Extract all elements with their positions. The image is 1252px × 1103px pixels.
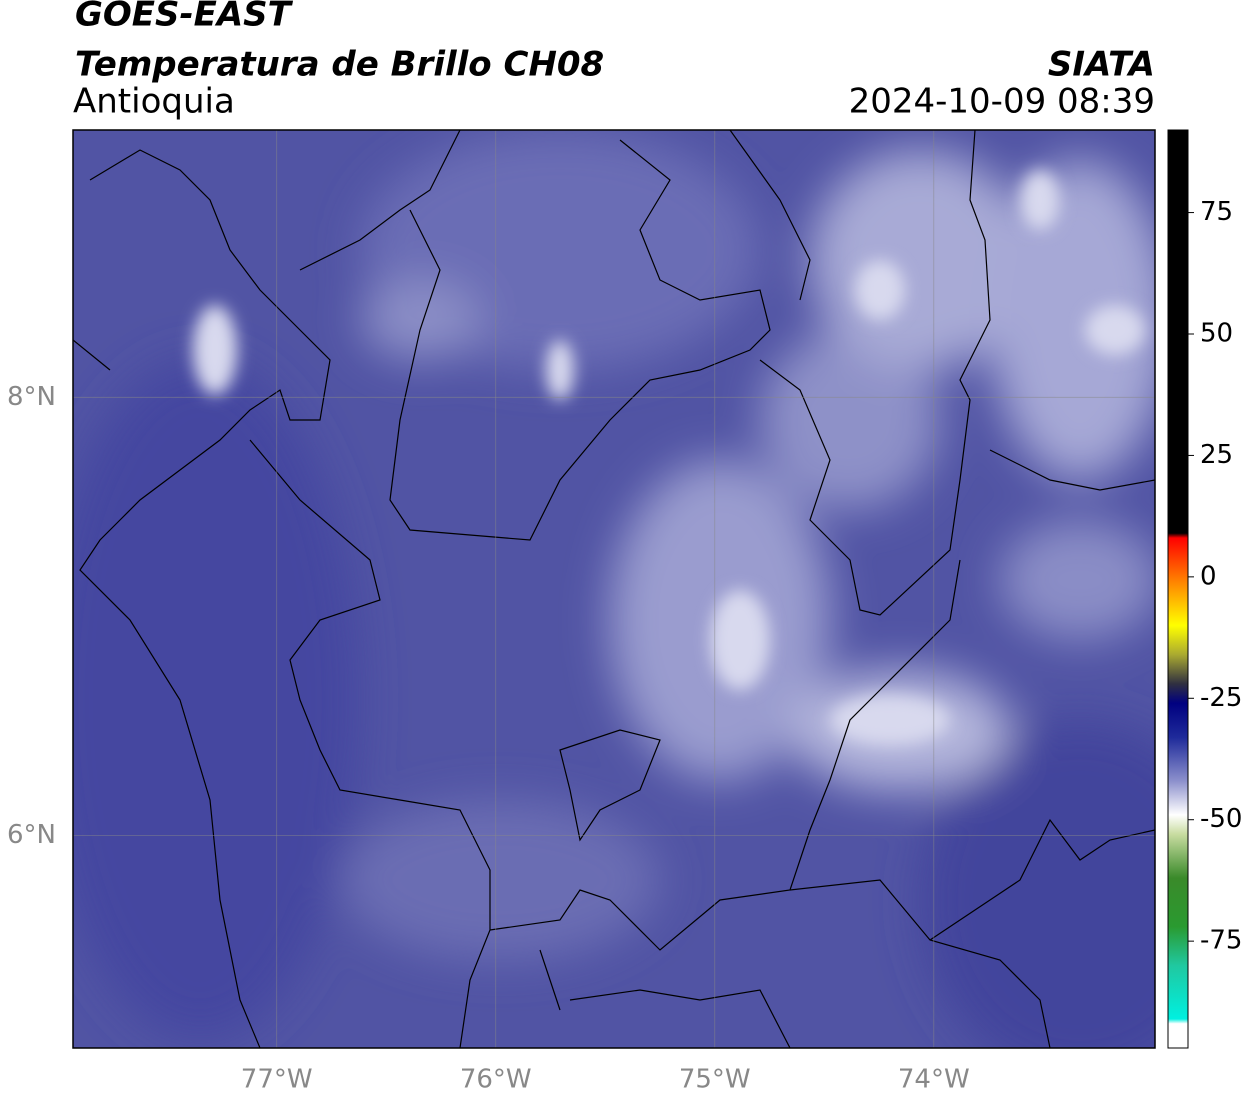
- region: Antioquia: [73, 82, 235, 122]
- colorbar-tick-label: 50: [1200, 319, 1233, 349]
- lon-label: 75°W: [679, 1065, 751, 1095]
- lon-label: 76°W: [460, 1065, 532, 1095]
- lon-label: 74°W: [898, 1065, 970, 1095]
- satellite-field: [73, 130, 1155, 1048]
- graticule: [73, 130, 1155, 1048]
- lat-label: 8°N: [7, 382, 56, 412]
- lat-label: 6°N: [7, 820, 56, 850]
- map-frame: [72, 129, 1156, 1049]
- source: SIATA: [1048, 45, 1155, 85]
- colorbar-tick-label: 75: [1200, 197, 1233, 227]
- colorbar-tick-label: -50: [1200, 804, 1242, 834]
- colorbar-tick-label: 0: [1200, 561, 1217, 591]
- colorbar-tick-label: 25: [1200, 440, 1233, 470]
- product: Temperatura de Brillo CH08: [75, 45, 604, 85]
- title: GOES-EAST: [75, 0, 294, 35]
- colorbar-tick-label: -75: [1200, 926, 1242, 956]
- colorbar-tick-label: -25: [1200, 683, 1242, 713]
- colorbar: [1167, 129, 1189, 1049]
- datetime: 2024-10-09 08:39: [849, 82, 1155, 122]
- lon-label: 77°W: [241, 1065, 313, 1095]
- borders: [73, 130, 1155, 1048]
